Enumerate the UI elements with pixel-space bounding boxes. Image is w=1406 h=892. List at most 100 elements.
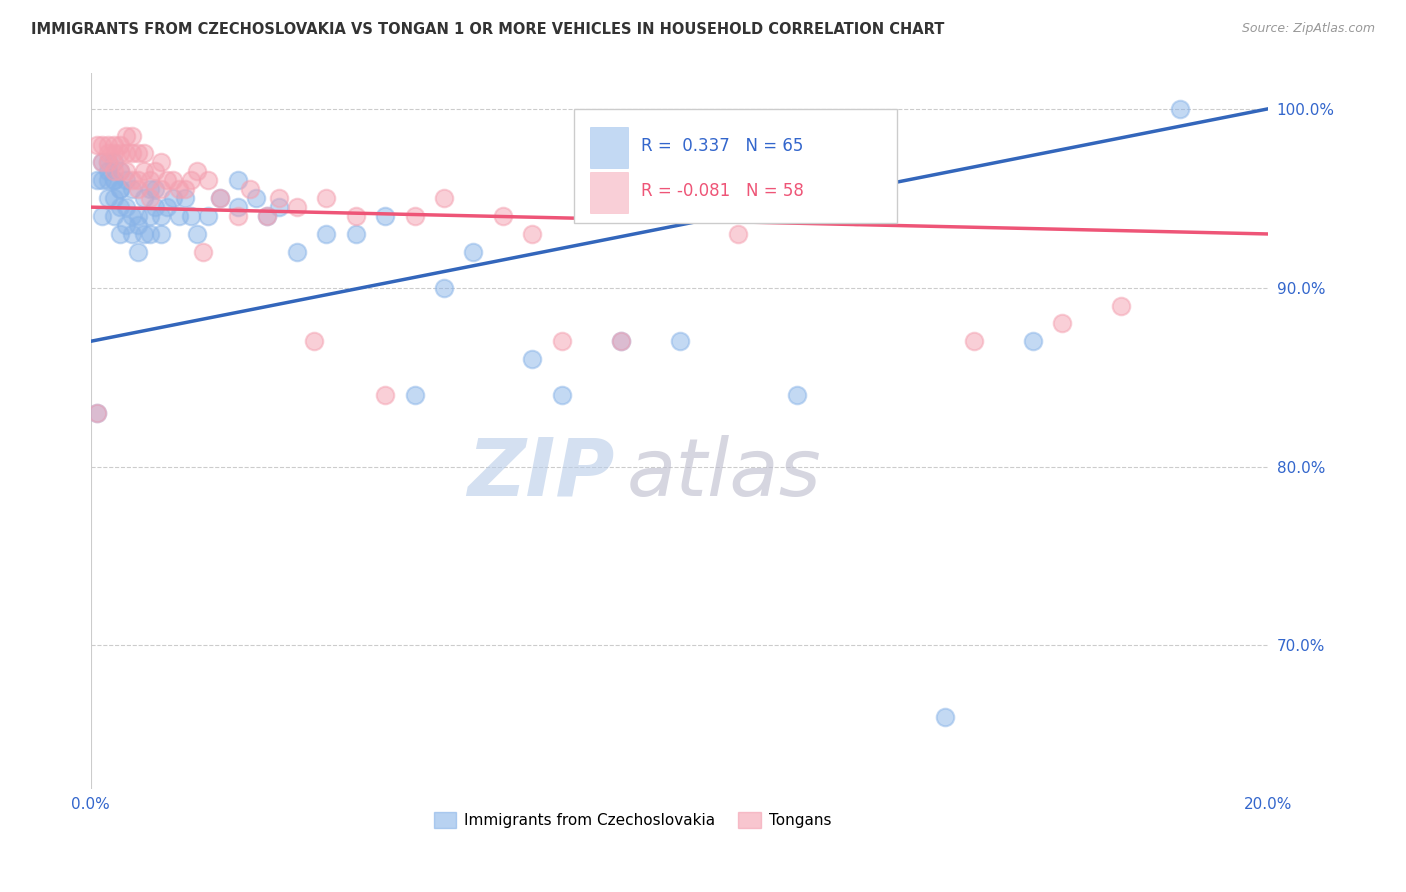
Point (97, 191, 120, 205)
Point (132, 191, 155, 205)
Point (522, 352, 544, 367)
Point (103, 173, 125, 187)
Point (108, 137, 131, 152)
Point (108, 182, 131, 196)
Point (186, 164, 208, 178)
Point (209, 191, 232, 205)
Point (1022, 334, 1045, 349)
Point (121, 209, 143, 223)
Point (91, 155, 114, 169)
Point (97, 146, 120, 161)
Point (150, 182, 173, 196)
Point (103, 164, 125, 178)
Point (132, 227, 155, 241)
Point (173, 182, 195, 196)
Point (167, 182, 190, 196)
Point (86, 406, 108, 420)
Point (239, 182, 262, 196)
Legend: Immigrants from Czechoslovakia, Tongans: Immigrants from Czechoslovakia, Tongans (427, 806, 838, 835)
Point (115, 173, 138, 187)
Point (162, 173, 184, 187)
Point (91, 137, 114, 152)
Point (138, 209, 160, 223)
Point (156, 200, 179, 214)
Point (121, 227, 143, 241)
Point (404, 388, 426, 402)
Point (191, 244, 214, 259)
Point (138, 173, 160, 187)
Point (267, 191, 290, 205)
Point (226, 173, 249, 187)
FancyBboxPatch shape (591, 128, 627, 169)
Point (103, 191, 125, 205)
Point (551, 334, 574, 349)
Point (1052, 317, 1074, 331)
Point (138, 182, 160, 196)
Point (162, 191, 184, 205)
Point (256, 209, 278, 223)
Point (115, 200, 138, 214)
Point (609, 334, 631, 349)
Point (132, 164, 155, 178)
Point (197, 209, 219, 223)
Text: atlas: atlas (627, 434, 821, 513)
Point (138, 191, 160, 205)
Point (127, 173, 149, 187)
Point (522, 227, 544, 241)
Point (97, 155, 120, 169)
Point (103, 137, 125, 152)
Point (108, 164, 131, 178)
Point (668, 334, 690, 349)
Point (156, 173, 179, 187)
Point (374, 388, 396, 402)
Point (115, 128, 138, 143)
Point (173, 191, 195, 205)
Text: R = -0.081   N = 58: R = -0.081 N = 58 (641, 182, 803, 200)
Point (551, 388, 574, 402)
Point (121, 173, 143, 187)
Point (344, 209, 367, 223)
Point (1109, 299, 1132, 313)
Point (167, 209, 190, 223)
Point (138, 227, 160, 241)
Point (315, 227, 337, 241)
Point (127, 244, 149, 259)
Point (433, 280, 456, 294)
Point (115, 218, 138, 232)
Text: Source: ZipAtlas.com: Source: ZipAtlas.com (1241, 22, 1375, 36)
Point (103, 209, 125, 223)
Point (103, 155, 125, 169)
Point (285, 200, 308, 214)
Point (108, 227, 131, 241)
Point (963, 334, 986, 349)
FancyBboxPatch shape (591, 172, 627, 213)
Point (315, 191, 337, 205)
Point (97, 164, 120, 178)
Point (180, 173, 202, 187)
Point (786, 388, 808, 402)
Point (91, 209, 114, 223)
Point (97, 155, 120, 169)
Point (727, 227, 749, 241)
Point (1168, 102, 1191, 116)
Point (404, 209, 426, 223)
Point (209, 191, 232, 205)
Point (256, 209, 278, 223)
Point (150, 209, 173, 223)
Text: R =  0.337   N = 65: R = 0.337 N = 65 (641, 137, 803, 155)
Point (433, 191, 456, 205)
Point (374, 209, 396, 223)
Point (304, 334, 326, 349)
Point (127, 218, 149, 232)
Point (103, 146, 125, 161)
Point (86, 406, 108, 420)
Point (463, 244, 485, 259)
Point (609, 334, 631, 349)
Point (267, 200, 290, 214)
Point (121, 128, 143, 143)
FancyBboxPatch shape (574, 109, 897, 223)
Point (226, 200, 249, 214)
Point (344, 227, 367, 241)
Point (127, 209, 149, 223)
Point (186, 227, 208, 241)
